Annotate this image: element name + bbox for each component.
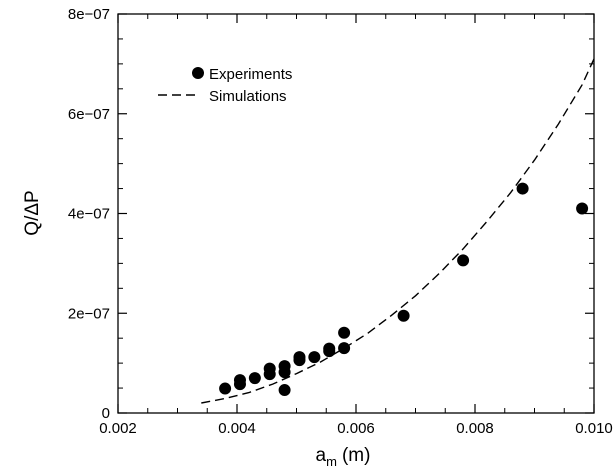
x-tick-label: 0.008 (456, 420, 494, 437)
legend-experiments-marker (192, 67, 204, 79)
experiment-point (338, 342, 351, 355)
x-tick-label: 0.010 (575, 420, 613, 437)
simulation-curve (201, 58, 595, 404)
x-tick-label: 0.006 (337, 420, 375, 437)
experiment-point (576, 202, 589, 215)
legend-experiments-label: Experiments (209, 66, 292, 83)
plot-frame (117, 13, 595, 414)
experiment-point (233, 374, 246, 387)
experiment-point (457, 254, 470, 267)
experiment-point (293, 351, 306, 364)
experiment-point (263, 362, 276, 375)
x-axis-label: am (m) (316, 445, 371, 467)
experiment-point (516, 182, 529, 195)
experiment-point (278, 384, 291, 397)
x-tick-label: 0.004 (218, 420, 256, 437)
legend-simulations-label: Simulations (209, 88, 287, 105)
experiment-point (397, 309, 410, 322)
axes: 0.002 0.004 0.006 0.008 0.010 0 2e−07 4e−07 6e−0… (68, 6, 613, 437)
y-tick-label: 2e−07 (68, 305, 110, 322)
experiment-point (248, 372, 261, 385)
y-tick-label: 8e−07 (68, 6, 110, 23)
experiment-point (338, 326, 351, 339)
x-axis-label-unit: (m) (342, 445, 370, 466)
experiment-point (308, 351, 321, 364)
x-axis-label-subscript: m (326, 454, 337, 467)
experiment-point (278, 360, 291, 373)
experiment-point (323, 342, 336, 355)
legend: Experiments Simulations (158, 66, 292, 105)
experiment-point (219, 382, 232, 395)
y-tick-label: 4e−07 (68, 206, 110, 223)
x-axis-label-symbol: a (316, 445, 327, 466)
x-tick-label: 0.002 (99, 420, 137, 437)
plot-area (201, 58, 595, 404)
y-tick-label: 0 (102, 405, 110, 422)
y-tick-label: 6e−07 (68, 106, 110, 123)
y-axis-label: Q/ΔP (22, 190, 43, 235)
